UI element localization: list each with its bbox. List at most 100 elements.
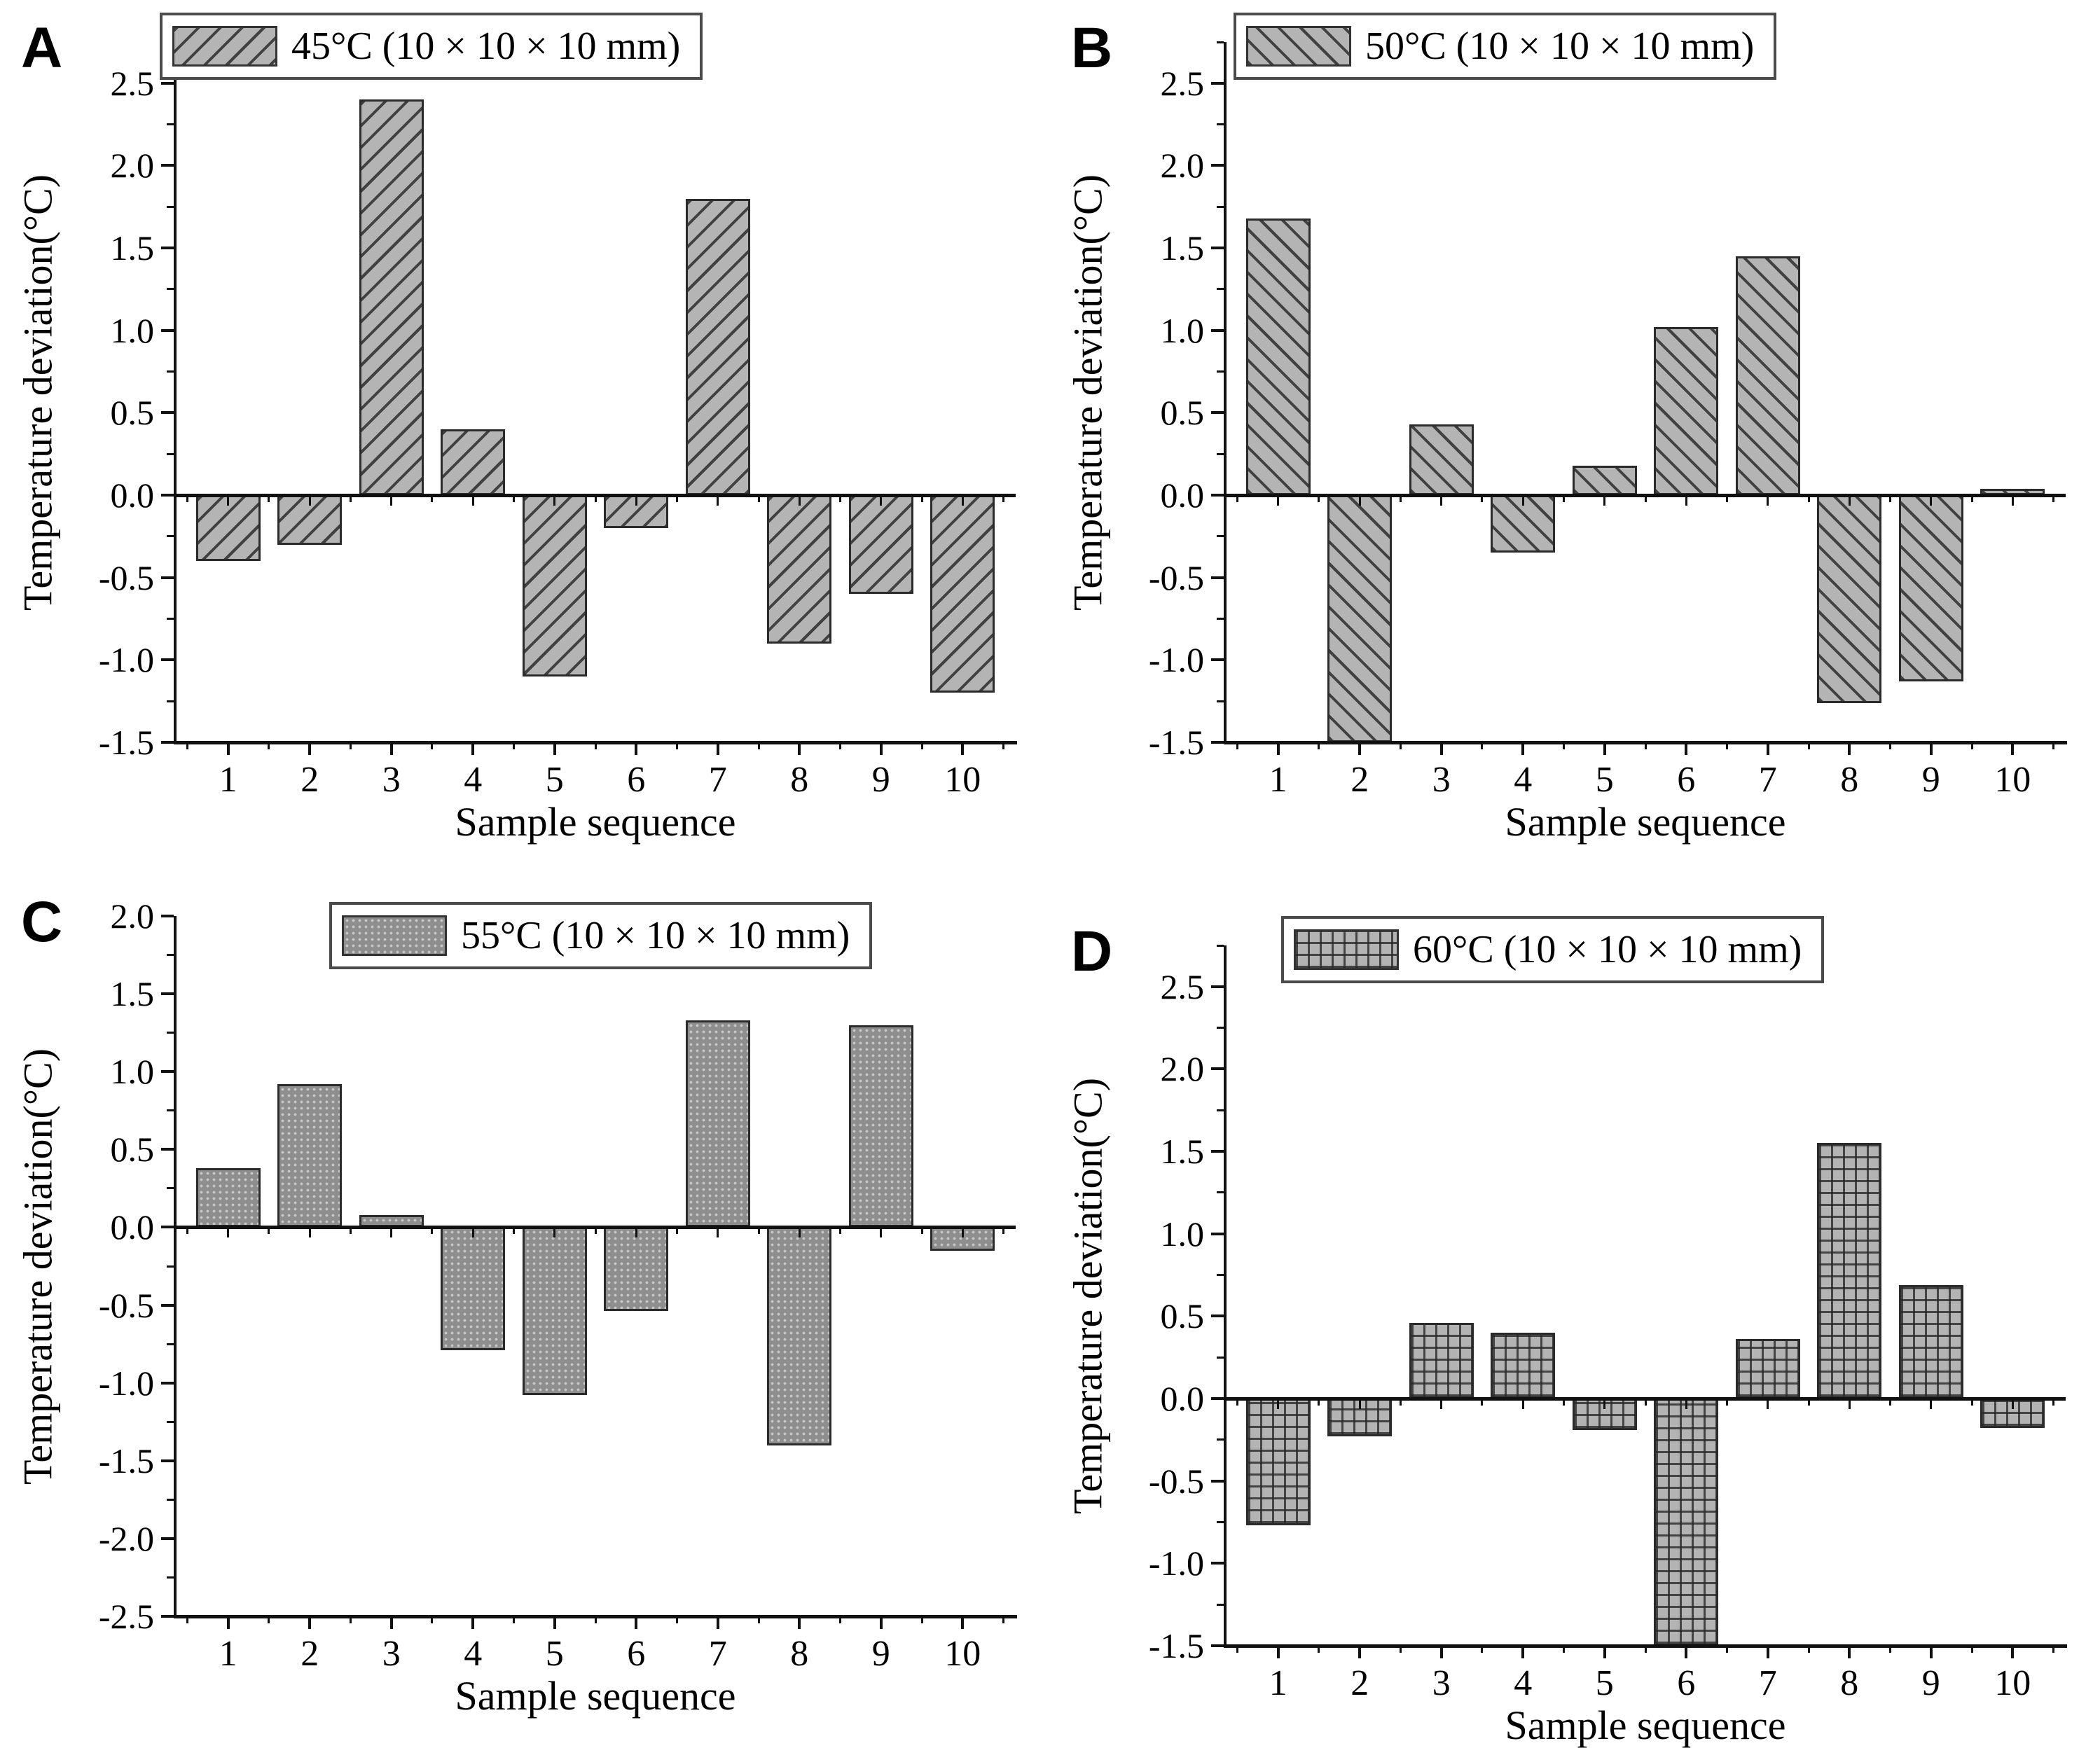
zero-line-minor-tick (920, 497, 923, 503)
zero-line-major-tick (1277, 1401, 1280, 1410)
zero-line (1225, 1397, 2066, 1401)
zero-line-major-tick (798, 1229, 801, 1238)
x-minor-tick (1970, 742, 1973, 749)
bar (767, 1227, 832, 1445)
bar (1491, 495, 1556, 553)
x-major-tick (226, 1616, 230, 1629)
bar (1735, 1339, 1800, 1399)
zero-line-minor-tick (1644, 1401, 1647, 1406)
x-minor-tick (920, 1616, 923, 1623)
y-minor-tick (167, 1187, 174, 1190)
y-minor-tick (167, 618, 174, 620)
bar (195, 1168, 261, 1228)
y-major-tick (161, 1226, 174, 1229)
zero-line-major-tick (390, 497, 393, 506)
x-axis-bottom-spine (1224, 1644, 2067, 1648)
y-major-tick (161, 576, 174, 579)
bar (848, 495, 913, 595)
x-minor-tick (186, 1616, 188, 1623)
zero-line-major-tick (1930, 497, 1933, 506)
zero-line-major-tick (880, 497, 883, 506)
zero-line-major-tick (1930, 1401, 1933, 1410)
bar (1245, 218, 1311, 496)
x-minor-tick (1318, 742, 1320, 749)
zero-line-minor-tick (757, 497, 760, 503)
y-major-tick (1211, 658, 1224, 662)
x-minor-tick (1807, 1646, 1810, 1653)
bar (1245, 1399, 1311, 1526)
y-minor-tick (1217, 1438, 1224, 1441)
zero-line-major-tick (1358, 497, 1361, 506)
bar (522, 1227, 587, 1396)
y-minor-tick (1217, 944, 1224, 947)
x-minor-tick (594, 742, 597, 749)
y-tick-label: 1.5 (110, 228, 155, 268)
x-major-tick (879, 1616, 883, 1629)
y-minor-tick (167, 1109, 174, 1112)
x-minor-tick (268, 742, 270, 749)
x-tick-label: 5 (1595, 760, 1614, 800)
zero-line-minor-tick (349, 1229, 352, 1235)
y-tick-label: 1.0 (110, 1052, 155, 1092)
x-major-tick (1848, 1646, 1851, 1658)
bar (522, 495, 587, 677)
y-tick-label: 1.0 (1160, 310, 1205, 350)
zero-line-major-tick (1685, 1401, 1687, 1410)
bar (1898, 495, 1963, 681)
x-major-tick (1685, 742, 1688, 755)
zero-line-minor-tick (512, 497, 515, 503)
zero-line-minor-tick (1807, 497, 1810, 503)
bar (359, 99, 424, 496)
zero-line-minor-tick (1002, 1229, 1005, 1235)
panel-a: A Temperature deviation(°C) Sample seque… (0, 0, 1050, 874)
x-major-tick (1521, 742, 1525, 755)
zero-line-major-tick (227, 497, 230, 506)
zero-line-major-tick (471, 497, 474, 506)
x-tick-label: 10 (944, 1634, 981, 1674)
y-minor-tick (1217, 370, 1224, 373)
y-minor-tick (1217, 1356, 1224, 1359)
y-minor-tick (167, 1498, 174, 1501)
x-major-tick (1848, 742, 1851, 755)
y-major-tick (1211, 1644, 1224, 1647)
x-major-tick (961, 742, 965, 755)
x-major-tick (1766, 1646, 1769, 1658)
x-tick-label: 8 (790, 760, 809, 800)
x-tick-label: 4 (464, 1634, 483, 1674)
legend-label: 60°C (10 × 10 × 10 mm) (1413, 928, 1802, 971)
x-tick-label: 3 (1432, 1663, 1451, 1703)
x-minor-tick (1236, 742, 1238, 749)
y-tick-label: 0.0 (1160, 476, 1205, 515)
y-major-tick (161, 1303, 174, 1307)
zero-line-minor-tick (1318, 497, 1320, 503)
zero-line-minor-tick (1002, 497, 1005, 503)
x-major-tick (308, 742, 312, 755)
zero-line-major-tick (308, 497, 311, 506)
y-major-tick (161, 1615, 174, 1618)
x-tick-label: 7 (708, 760, 727, 800)
zero-line-major-tick (227, 1229, 230, 1238)
x-major-tick (1439, 1646, 1443, 1658)
y-minor-tick (167, 452, 174, 455)
y-tick-label: 0.5 (1160, 393, 1205, 433)
x-major-tick (1603, 1646, 1606, 1658)
zero-line-minor-tick (594, 497, 597, 503)
zero-line-major-tick (1767, 1401, 1769, 1410)
x-tick-label: 7 (1758, 1663, 1777, 1703)
panel-label: D (1071, 920, 1113, 983)
x-tick-label: 9 (1921, 760, 1940, 800)
y-major-tick (161, 1459, 174, 1462)
y-minor-tick (167, 1265, 174, 1268)
x-major-tick (1603, 742, 1606, 755)
y-tick-label: -0.5 (98, 1285, 154, 1325)
zero-line-major-tick (1440, 497, 1443, 506)
bar (1654, 327, 1719, 496)
y-minor-tick (167, 1343, 174, 1345)
y-minor-tick (1217, 41, 1224, 43)
zero-line-major-tick (635, 497, 637, 506)
zero-line-major-tick (2011, 497, 2014, 506)
panel-d: D Temperature deviation(°C) Sample seque… (1050, 874, 2100, 1748)
y-tick-label: -1.0 (1148, 640, 1204, 680)
legend-label: 45°C (10 × 10 × 10 mm) (291, 25, 681, 68)
legend-hatch-swatch-icon (342, 915, 447, 956)
